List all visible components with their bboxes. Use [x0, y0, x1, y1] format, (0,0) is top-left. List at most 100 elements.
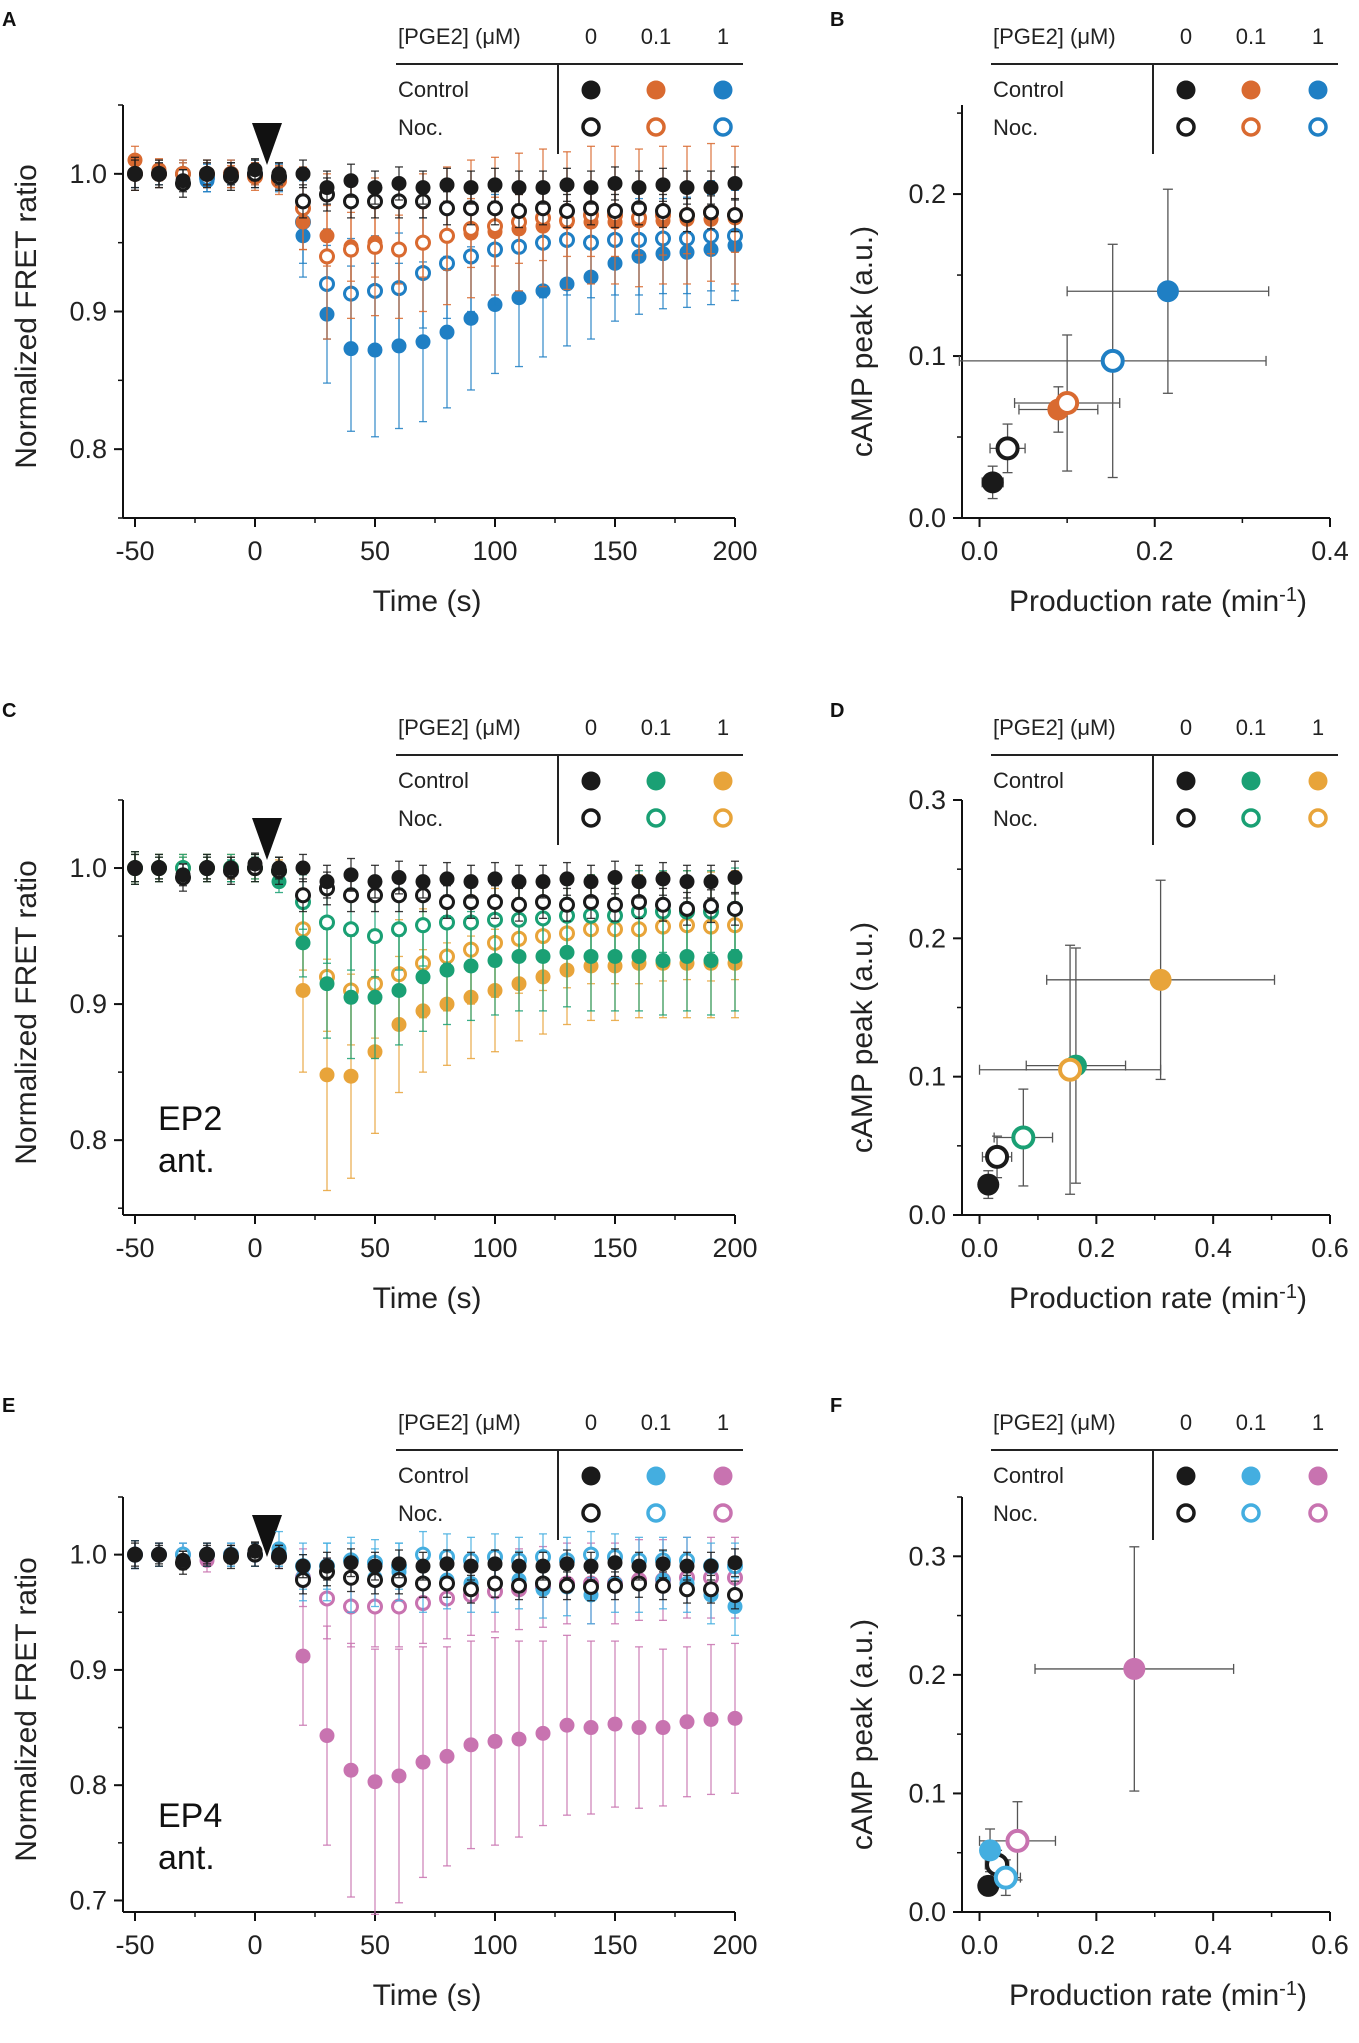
x-tick-label: 150 — [592, 536, 637, 566]
data-point — [535, 180, 551, 196]
data-point — [607, 1577, 623, 1594]
series-noc-0 — [127, 1540, 743, 1610]
legend-level-1: 0.1 — [1236, 24, 1267, 49]
x-tick-label: 0.2 — [1136, 536, 1174, 566]
data-point — [487, 871, 503, 887]
data-point — [391, 1598, 407, 1615]
data-point — [559, 177, 575, 193]
x-axis-label: Production rate (min-1) — [1009, 584, 1307, 618]
data-point — [151, 860, 167, 876]
data-point — [199, 1547, 215, 1563]
data-point — [439, 1556, 455, 1572]
series-control-1 — [127, 853, 743, 1192]
x-tick-label: 150 — [592, 1233, 637, 1263]
data-point — [727, 870, 743, 886]
series-control-0_1 — [127, 1530, 743, 1636]
data-point — [1058, 1057, 1083, 1082]
data-point — [319, 180, 335, 196]
data-point — [439, 962, 455, 978]
data-point — [583, 874, 599, 890]
data-point — [463, 958, 479, 974]
data-point — [127, 1547, 143, 1563]
y-axis-label: cAMP peak (a.u.) — [846, 1619, 879, 1850]
data-point — [439, 200, 455, 217]
x-tick-label: 50 — [360, 1233, 390, 1263]
data-point — [271, 1547, 287, 1563]
x-tick-label: 0.2 — [1078, 1233, 1116, 1263]
x-tick-label: 0.6 — [1311, 1233, 1349, 1263]
legend-noc-label: Noc. — [993, 806, 1038, 831]
legend-marker-control-2 — [713, 771, 733, 791]
y-tick-label: 0.1 — [908, 1062, 946, 1092]
data-point — [391, 982, 407, 998]
data-point — [985, 1144, 1010, 1169]
series-noc-1 — [127, 1536, 743, 1648]
x-axis-label: Time (s) — [373, 1282, 482, 1315]
data-point — [1100, 348, 1125, 373]
x-tick-label: 0.0 — [961, 1233, 999, 1263]
data-point — [1011, 1125, 1036, 1150]
x-tick-label: 0 — [247, 1930, 262, 1960]
legend-marker-noc-1 — [1241, 117, 1261, 137]
legend-marker-control-2 — [1308, 1466, 1328, 1486]
data-point — [487, 177, 503, 193]
data-point — [607, 1555, 623, 1571]
data-point — [655, 203, 671, 220]
y-axis-label: Normalized FRET ratio — [10, 164, 43, 469]
legend-noc-label: Noc. — [993, 1501, 1038, 1526]
y-tick-label: 0.0 — [908, 1897, 946, 1927]
data-point — [151, 166, 167, 182]
data-point — [583, 1558, 599, 1574]
y-tick-label: 0.2 — [908, 179, 946, 209]
data-point — [727, 900, 743, 917]
data-point — [463, 310, 479, 326]
data-point — [703, 1581, 719, 1598]
y-tick-label: 0.8 — [69, 1770, 107, 1800]
data-point — [559, 871, 575, 887]
data-point — [583, 1578, 599, 1595]
legend-control-label: Control — [993, 1463, 1064, 1488]
legend-control-label: Control — [993, 768, 1064, 793]
data-point — [1005, 1828, 1030, 1853]
x-tick-label: 0.0 — [961, 1930, 999, 1960]
panel-letter: E — [2, 1395, 15, 1417]
data-point — [727, 207, 743, 224]
data-point — [993, 1865, 1018, 1890]
data-point — [559, 1577, 575, 1594]
x-tick-label: 0.4 — [1194, 1233, 1232, 1263]
legend-a: [PGE2] (μM) 0 0.1 1 Control Noc. — [396, 24, 743, 154]
series-noc-0_1 — [127, 851, 743, 978]
data-point — [1055, 391, 1080, 416]
data-point — [151, 1547, 167, 1563]
panel-letter: C — [2, 700, 16, 722]
x-tick-label: 100 — [472, 1233, 517, 1263]
panel-annotation: ant. — [158, 1142, 215, 1180]
x-tick-label: 200 — [712, 536, 757, 566]
y-tick-label: 0.8 — [69, 1125, 107, 1155]
legend-marker-control-1 — [1241, 771, 1261, 791]
y-tick-label: 0.0 — [908, 1200, 946, 1230]
legend-marker-control-0 — [581, 80, 601, 100]
legend-noc-label: Noc. — [398, 1501, 443, 1526]
legend-level-1: 0.1 — [1236, 715, 1267, 740]
data-point — [343, 1555, 359, 1571]
legend-marker-control-1 — [1241, 1466, 1261, 1486]
data-point — [727, 1555, 743, 1571]
panel-letter: A — [2, 9, 16, 31]
legend-marker-noc-1 — [646, 808, 666, 828]
x-tick-label: 100 — [472, 1930, 517, 1960]
series-control-0_1 — [127, 145, 743, 285]
data-point — [343, 1762, 359, 1778]
legend-b: [PGE2] (μM) 0 0.1 1 Control Noc. — [991, 24, 1338, 154]
data-point — [295, 1648, 311, 1664]
data-point — [1156, 280, 1179, 303]
data-point — [415, 874, 431, 890]
data-point — [487, 1575, 503, 1592]
legend-marker-noc-2 — [1308, 808, 1328, 828]
data-point — [703, 1711, 719, 1727]
data-point — [631, 1720, 647, 1736]
data-point — [319, 248, 335, 265]
data-point — [367, 180, 383, 196]
data-point — [415, 234, 431, 251]
y-tick-label: 0.9 — [69, 989, 107, 1019]
